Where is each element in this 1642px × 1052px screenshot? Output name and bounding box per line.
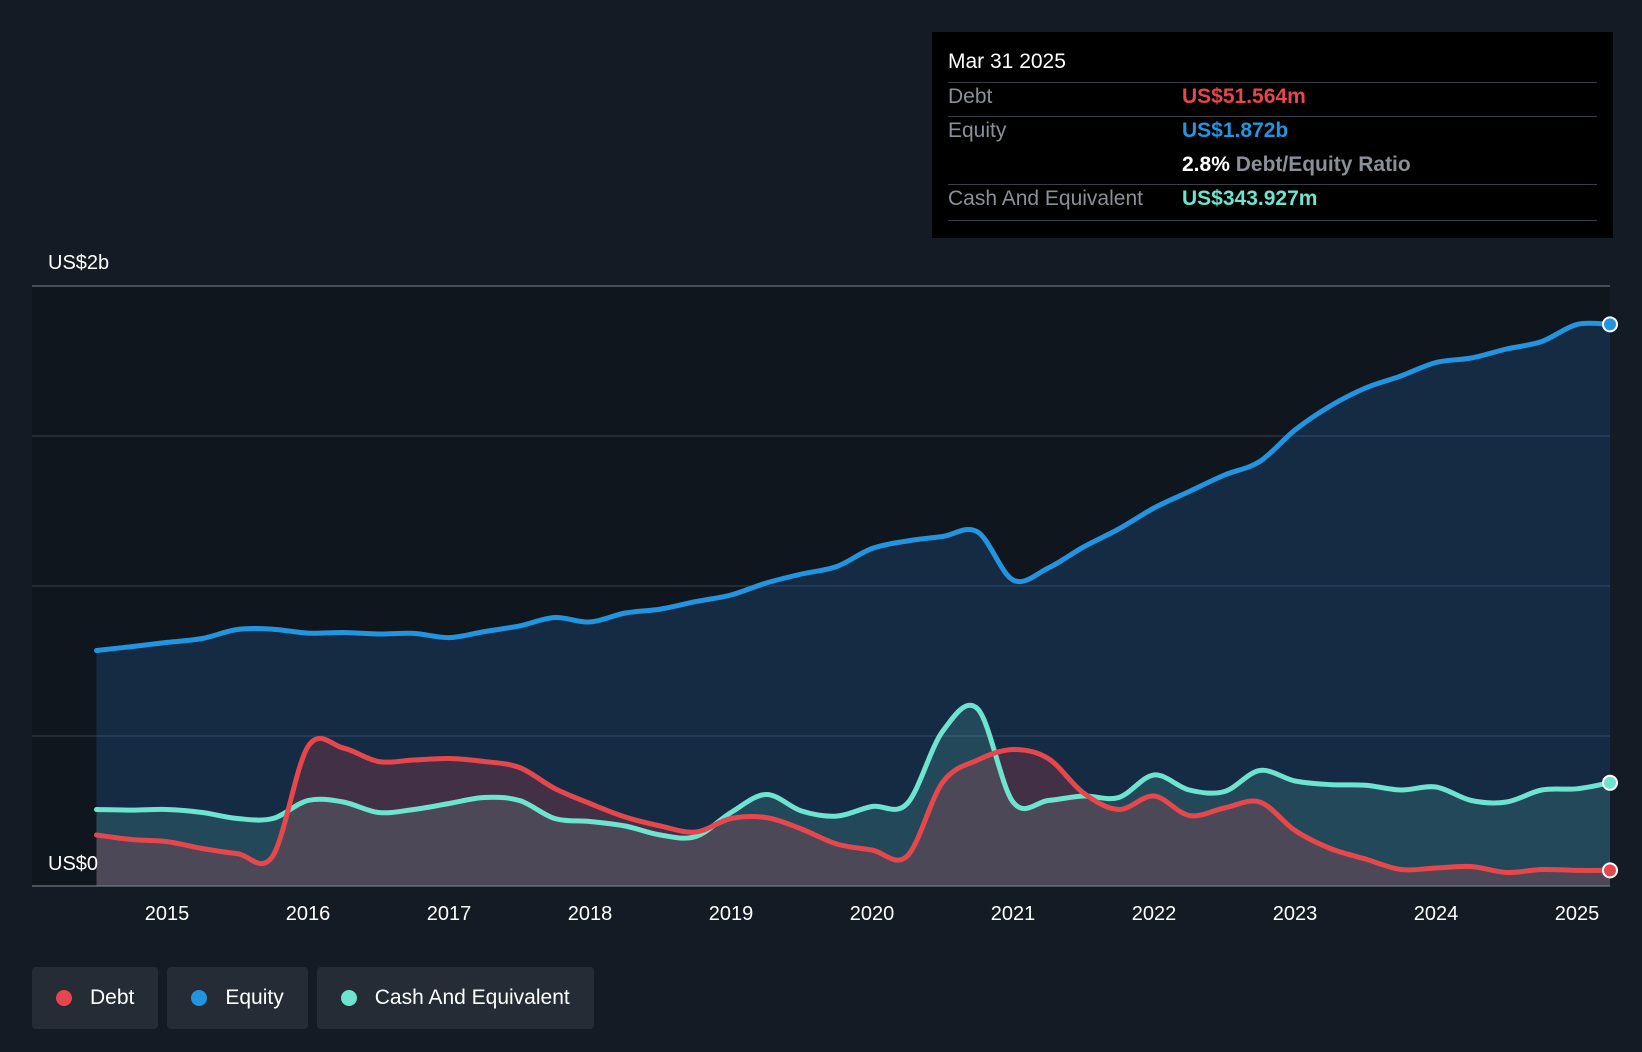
- tooltip-divider: [948, 220, 1597, 221]
- tooltip-divider: [948, 116, 1597, 117]
- x-tick-label: 2021: [991, 903, 1036, 925]
- y-tick-label-top: US$2b: [48, 252, 109, 274]
- tooltip-row-equity: Equity US$1.872b: [948, 119, 1597, 149]
- tooltip-cash-label: Cash And Equivalent: [948, 187, 1143, 210]
- equity-line: [94, 320, 1613, 653]
- legend-item-debt[interactable]: Debt: [32, 967, 159, 1029]
- tooltip: Mar 31 2025 Debt US$51.564m Equity US$1.…: [932, 32, 1613, 238]
- legend-equity-label: Equity: [225, 986, 284, 1009]
- x-tick-label: 2022: [1132, 903, 1177, 925]
- cash-dot-icon: [340, 990, 357, 1006]
- tooltip-divider: [948, 82, 1597, 83]
- x-tick-label: 2015: [145, 903, 190, 925]
- legend-debt-label: Debt: [90, 986, 135, 1009]
- tooltip-debt-value: US$51.564m: [1182, 85, 1306, 108]
- y-tick-label-bottom: US$0: [48, 853, 98, 875]
- equity-end-point: [1602, 316, 1618, 333]
- debt-line: [94, 735, 1613, 876]
- tooltip-debt-label: Debt: [948, 85, 993, 108]
- legend-item-cash[interactable]: Cash And Equivalent: [316, 967, 594, 1029]
- debt-dot-icon: [56, 990, 72, 1006]
- equity-dot-icon: [191, 990, 208, 1006]
- tooltip-equity-value: US$1.872b: [1182, 119, 1289, 142]
- x-tick-label: 2025: [1555, 903, 1600, 925]
- tooltip-ratio-label: Debt/Equity Ratio: [1235, 153, 1411, 176]
- tooltip-divider: [948, 184, 1597, 185]
- cash-and-equivalent-end-point: [1602, 774, 1618, 791]
- x-tick-labels: 2015 2016 2017 2018 2019 2020 2021 2022 2023 2024…: [145, 903, 1600, 925]
- x-tick-label: 2017: [427, 903, 472, 925]
- x-tick-label: 2016: [286, 903, 331, 925]
- tooltip-row-cash: Cash And Equivalent US$343.927m: [948, 187, 1597, 217]
- x-tick-label: 2023: [1273, 903, 1318, 925]
- tooltip-row-ratio: 2.8% Debt/Equity Ratio: [948, 153, 1597, 183]
- tooltip-ratio: 2.8% Debt/Equity Ratio: [1182, 153, 1411, 177]
- end-markers: [1602, 316, 1618, 879]
- tooltip-equity-label: Equity: [948, 119, 1007, 142]
- x-tick-label: 2024: [1414, 903, 1459, 925]
- debt-area: [96, 738, 1610, 886]
- debt-end-point: [1602, 862, 1618, 879]
- cash-and-equivalent-line: [94, 702, 1613, 841]
- tooltip-row-debt: Debt US$51.564m: [948, 85, 1597, 115]
- cash-and-equivalent-area: [96, 705, 1610, 886]
- tooltip-ratio-value: 2.8%: [1182, 153, 1230, 176]
- equity-area: [96, 323, 1610, 887]
- series-areas: [96, 323, 1610, 887]
- x-tick-label: 2020: [850, 903, 895, 925]
- series-lines: [94, 320, 1613, 876]
- legend: Debt Equity Cash And Equivalent: [32, 967, 594, 1029]
- legend-item-equity[interactable]: Equity: [167, 967, 308, 1029]
- grid-lines: [32, 285, 1610, 887]
- tooltip-cash-value: US$343.927m: [1182, 187, 1318, 210]
- legend-cash-label: Cash And Equivalent: [374, 986, 570, 1009]
- tooltip-date: Mar 31 2025: [948, 50, 1066, 73]
- x-tick-label: 2019: [709, 903, 754, 925]
- x-tick-label: 2018: [568, 903, 613, 925]
